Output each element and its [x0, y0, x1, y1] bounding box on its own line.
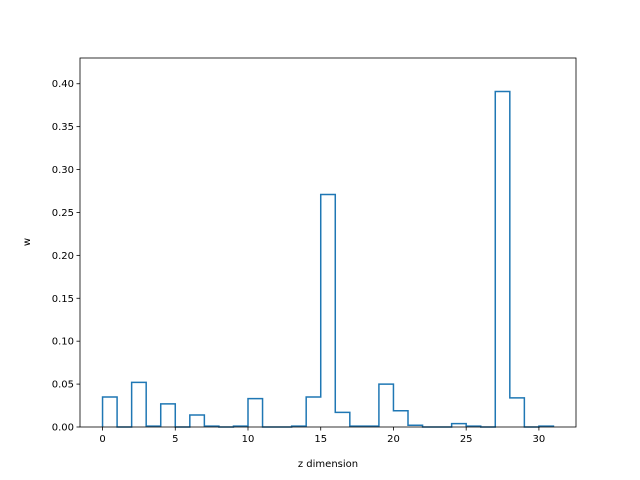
x-tick-label: 0 [99, 434, 105, 445]
histogram-bar [161, 404, 176, 427]
y-axis-ticks: 0.00 0.05 0.10 0.15 0.20 0.25 0.30 0.35 0.40 [52, 79, 80, 434]
x-axis-ticks: 0 5 10 15 20 25 30 [99, 427, 545, 445]
x-tick-label: 25 [460, 434, 473, 445]
histogram-bar [335, 412, 350, 427]
y-axis-label: w [22, 238, 33, 246]
histogram-bar [103, 397, 118, 427]
histogram-bar [248, 399, 263, 427]
histogram-bar [495, 91, 510, 427]
y-tick-label: 0.35 [52, 122, 74, 133]
y-tick-label: 0.15 [52, 294, 74, 305]
histogram-bar [393, 411, 408, 427]
x-tick-label: 10 [242, 434, 255, 445]
histogram-bar [132, 382, 147, 427]
histogram-bar [510, 398, 525, 427]
y-tick-label: 0.25 [52, 208, 74, 219]
x-tick-label: 15 [314, 434, 327, 445]
histogram-bar [379, 384, 394, 427]
histogram-bar [306, 397, 321, 427]
x-tick-label: 30 [533, 434, 546, 445]
x-axis-label: z dimension [298, 459, 358, 470]
histogram-bar [190, 415, 205, 427]
y-tick-label: 0.40 [52, 79, 74, 90]
y-tick-label: 0.30 [52, 165, 74, 176]
histogram-bar [321, 194, 336, 427]
y-tick-label: 0.00 [52, 423, 74, 434]
x-tick-label: 20 [387, 434, 400, 445]
x-tick-label: 5 [172, 434, 178, 445]
histogram-bar [452, 424, 467, 427]
axes-frame [79, 57, 577, 428]
y-tick-label: 0.20 [52, 251, 74, 262]
y-tick-label: 0.10 [52, 337, 74, 348]
y-tick-label: 0.05 [52, 380, 74, 391]
